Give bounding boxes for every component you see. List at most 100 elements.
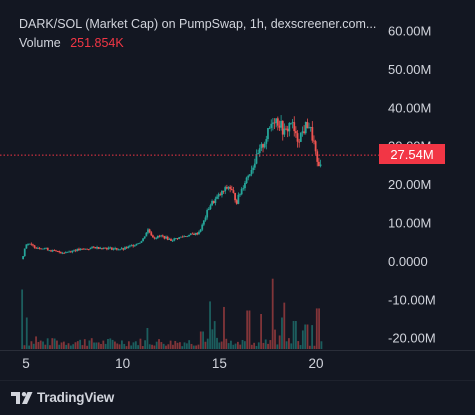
candle-body (273, 122, 276, 124)
volume-bar (253, 342, 256, 349)
candle-body (23, 248, 26, 257)
candle-body (255, 154, 258, 164)
candle-body (314, 141, 317, 152)
volume-bar (248, 310, 251, 349)
candle-body (268, 127, 271, 129)
candle-body (165, 236, 167, 239)
candle-body (263, 143, 266, 148)
candle-body (291, 122, 294, 123)
volume-bar (294, 321, 297, 349)
candle-body (50, 250, 52, 252)
candle-body (260, 144, 263, 149)
candle-body (257, 153, 259, 155)
candle-body (130, 245, 133, 247)
volume-bar (304, 324, 307, 349)
candle-body (198, 231, 200, 235)
volume-bar (178, 342, 181, 349)
volume-bar (141, 345, 144, 349)
candle-body (115, 248, 118, 250)
last-price-tag: 27.54M (379, 144, 445, 164)
volume-bar (202, 331, 204, 349)
candle-body (288, 123, 291, 132)
candle-body (61, 252, 64, 254)
volume-bar (188, 340, 191, 349)
candle-body (150, 232, 153, 236)
volume-bar (72, 344, 75, 349)
candle-body (222, 190, 225, 192)
candle-body (219, 194, 222, 196)
candle-body (280, 120, 283, 128)
volume-bar (213, 321, 216, 349)
volume-bar (292, 321, 295, 349)
candle-body (145, 232, 148, 237)
chart-title: DARK/SOL (Market Cap) on PumpSwap, 1h, d… (19, 17, 377, 31)
candle-body (173, 238, 176, 241)
candle-body (84, 248, 87, 250)
candle-body (133, 245, 136, 247)
candle-body (166, 236, 169, 240)
candle-body (51, 250, 54, 252)
candle-body (74, 250, 77, 252)
candle-body (189, 233, 192, 235)
volume-bar (21, 289, 24, 349)
volume-bar (230, 340, 232, 349)
volume-bar (146, 328, 149, 349)
volume-bar (104, 343, 107, 349)
volume-bar (123, 343, 126, 349)
volume-bar (86, 345, 88, 349)
volume-bar (32, 343, 35, 349)
candle-body (262, 144, 264, 148)
volume-bar (144, 340, 146, 349)
candle-body (22, 256, 24, 259)
volume-bar (313, 345, 316, 349)
candle-body (232, 190, 235, 193)
candle-body (97, 246, 100, 249)
volume-bar (60, 342, 63, 349)
candle-body (58, 251, 61, 253)
candle-body (89, 247, 92, 250)
candle-body (91, 246, 94, 248)
candle-body (303, 131, 306, 134)
market-cap-chart[interactable]: 60.00M50.00M40.00M30.00M20.00M10.00M0.00… (0, 0, 475, 380)
candle-body (158, 235, 161, 237)
candle-body (140, 241, 143, 243)
y-tick-label: 60.00M (388, 24, 431, 39)
candle-body (36, 247, 39, 249)
candle-body (230, 188, 233, 191)
volume-bar (174, 340, 177, 349)
volume-bar (37, 342, 40, 349)
candle-body (46, 247, 49, 251)
candle-body (283, 128, 286, 135)
candle-body (153, 237, 156, 239)
candle-body (188, 234, 190, 237)
y-tick-label: 50.00M (388, 62, 431, 77)
candle-body (275, 118, 278, 124)
volume-bar (192, 345, 195, 349)
candle-body (184, 236, 187, 238)
volume-bar (311, 325, 314, 349)
volume-bar (243, 341, 246, 349)
volume-bar (225, 338, 228, 349)
volume-bar (42, 341, 44, 349)
candle-body (135, 243, 138, 246)
candle-body (318, 161, 320, 167)
tradingview-logo[interactable]: TradingView (11, 390, 114, 405)
candle-body (43, 248, 46, 250)
volume-bar (62, 341, 65, 349)
candle-body (168, 239, 171, 240)
candle-body (48, 250, 51, 252)
candle-body (319, 164, 322, 167)
volume-bar (58, 344, 61, 349)
candle-body (285, 128, 287, 130)
volume-bar (223, 306, 225, 349)
candle-body (161, 235, 164, 237)
volume-bar (160, 342, 163, 349)
volume-value: 251.854K (70, 36, 124, 50)
volume-bar (278, 335, 281, 349)
volume-bar (181, 346, 184, 349)
volume-bar (118, 344, 121, 349)
candle-body (290, 122, 292, 124)
volume-bar (199, 331, 202, 349)
volume-bar (158, 339, 160, 349)
candle-body (33, 245, 36, 248)
